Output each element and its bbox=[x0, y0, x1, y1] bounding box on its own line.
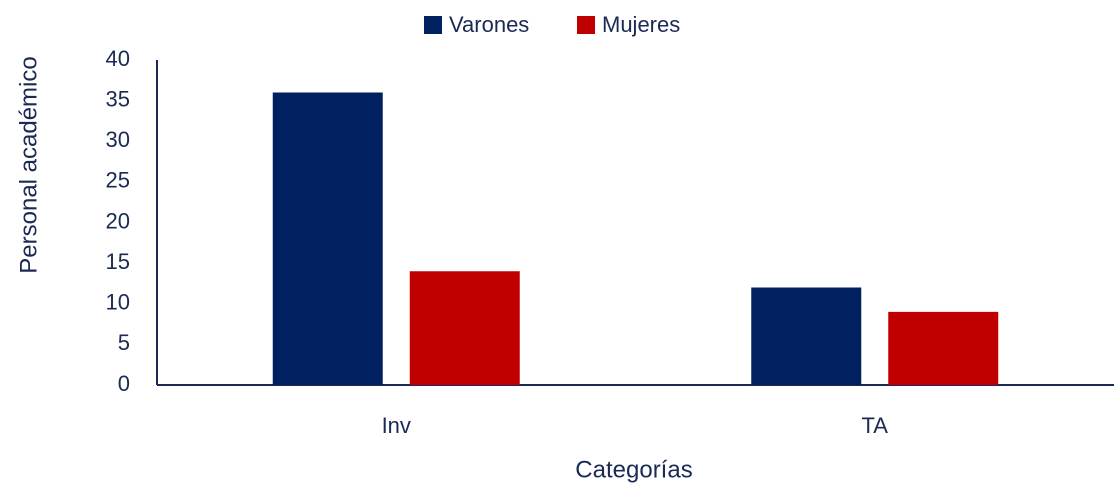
y-tick-label: 40 bbox=[106, 46, 130, 71]
x-axis-title: Categorías bbox=[575, 456, 692, 483]
bar bbox=[409, 271, 520, 385]
y-tick-label: 15 bbox=[106, 249, 130, 274]
bar bbox=[751, 287, 862, 385]
y-tick-label: 10 bbox=[106, 290, 130, 315]
y-tick-label: 25 bbox=[106, 168, 130, 193]
y-tick-label: 20 bbox=[106, 208, 130, 233]
x-tick-label: TA bbox=[862, 413, 889, 438]
legend-label: Varones bbox=[449, 12, 529, 37]
bar bbox=[272, 92, 383, 385]
y-tick-label: 5 bbox=[118, 330, 130, 355]
x-tick-label: Inv bbox=[382, 413, 411, 438]
y-tick-label: 30 bbox=[106, 127, 130, 152]
legend-swatch bbox=[424, 16, 442, 34]
legend-swatch bbox=[577, 16, 595, 34]
y-axis-title: Personal académico bbox=[15, 56, 42, 273]
y-tick-label: 0 bbox=[118, 371, 130, 396]
y-tick-label: 35 bbox=[106, 86, 130, 111]
bar bbox=[888, 311, 999, 385]
legend-label: Mujeres bbox=[602, 12, 680, 37]
